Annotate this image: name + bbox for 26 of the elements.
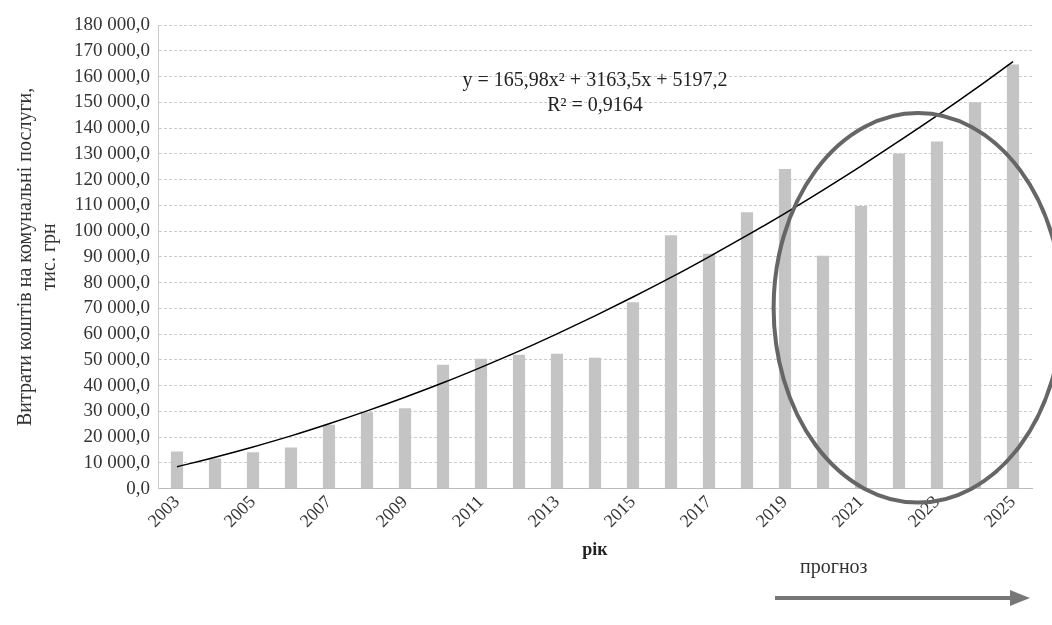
- y-tick-label: 110 000,0: [74, 193, 150, 215]
- x-axis-title: рік: [582, 538, 609, 559]
- y-tick-label: 80 000,0: [83, 270, 150, 292]
- x-tick-label: 2011: [448, 491, 488, 531]
- y-tick-label: 70 000,0: [83, 296, 150, 318]
- y-tick-label: 90 000,0: [83, 244, 150, 266]
- line-series: [176, 60, 1014, 468]
- y-tick-label: 40 000,0: [83, 373, 150, 395]
- y-tick-label: 150 000,0: [74, 90, 150, 112]
- y-tick-label: 130 000,0: [74, 141, 150, 163]
- y-tick-label: 170 000,0: [74, 38, 150, 60]
- text: прогноз: [800, 555, 868, 578]
- y-tick-label: 30 000,0: [83, 399, 150, 421]
- y-tick-label: 50 000,0: [83, 347, 150, 369]
- y-tick-label: 120 000,0: [74, 167, 150, 189]
- y-tick-label: 20 000,0: [83, 425, 150, 447]
- y-tick-label: 160 000,0: [74, 64, 150, 86]
- y-tick-label: 100 000,0: [74, 219, 150, 241]
- annotation: R² = 0,9164: [547, 93, 643, 116]
- y-tick-label: 140 000,0: [74, 116, 150, 138]
- y-tick-label: 60 000,0: [83, 322, 150, 344]
- annotation: y = 165,98x² + 3163,5x + 5197,2: [462, 67, 728, 91]
- y-tick-label: 10 000,0: [83, 450, 150, 472]
- y-axis-title: Витрати коштів на комунальні послуги, тис. грн: [13, 87, 61, 426]
- y-tick-label: 0,0: [126, 476, 150, 498]
- y-tick-label: 180 000,0: [74, 12, 150, 34]
